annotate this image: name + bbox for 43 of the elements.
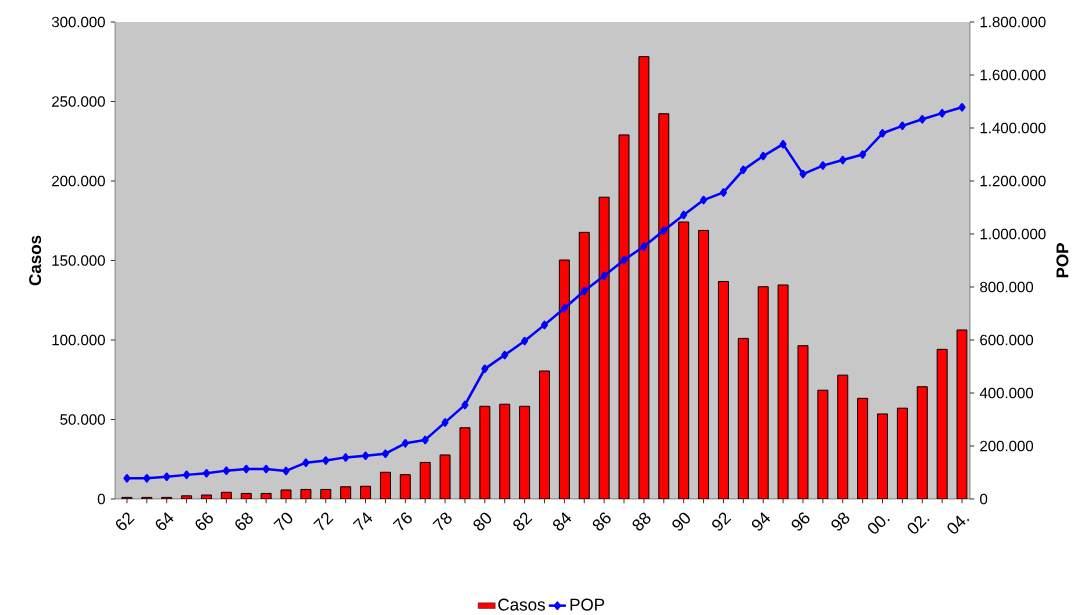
x-tick-label: 94	[751, 512, 771, 531]
x-tick-label: 88	[632, 512, 651, 531]
x-tick-label: 68	[235, 512, 253, 531]
x-tick-label: 74	[352, 512, 373, 531]
y2-tick-label: 0	[980, 493, 988, 505]
x-tick-label: 02.	[907, 515, 930, 534]
x-tick-label: 72	[313, 512, 334, 531]
y-axis-title: Casos	[29, 235, 42, 286]
y2-tick-label: 1.000.000	[980, 228, 1046, 240]
x-tick-label: 00.	[867, 516, 890, 534]
x-tick-label: 90	[672, 512, 690, 531]
x-tick-label: 84	[553, 512, 572, 531]
y-tick-label: 50.000	[60, 414, 105, 425]
legend-label: Casos	[498, 598, 545, 611]
y2-tick-label: 1.800.000	[980, 16, 1046, 28]
x-tick-label: 80	[473, 512, 492, 531]
y2-tick-label: 200.000	[980, 440, 1034, 452]
legend-label: POP	[570, 598, 605, 611]
y-tick-label: 300.000	[51, 16, 105, 28]
y-tick-label: 100.000	[52, 334, 105, 346]
x-tick-label: 92	[712, 512, 732, 531]
x-tick-label: 86	[592, 512, 611, 531]
y2-tick-label: 1.400.000	[980, 122, 1046, 134]
x-tick-label: 04.	[947, 515, 970, 534]
y2-tick-label: 400.000	[979, 387, 1034, 399]
x-tick-label: 66	[195, 512, 213, 531]
x-tick-label: 76	[392, 512, 412, 531]
x-tick-label: 82	[513, 512, 533, 531]
y-tick-label: 200.000	[52, 175, 105, 187]
y2-tick-label: 1.600.000	[980, 69, 1046, 81]
y-tick-label: 150.000	[52, 255, 105, 266]
x-tick-label: 70	[273, 512, 293, 531]
y-tick-label: 250.000	[52, 96, 105, 107]
y2-tick-label: 600.000	[980, 334, 1034, 346]
y-tick-label: 0	[97, 493, 105, 505]
x-tick-label: 62	[116, 512, 135, 531]
y2-axis-title: POP	[1056, 243, 1069, 278]
x-tick-label: 78	[432, 512, 452, 531]
y2-tick-label: 1.200.000	[980, 175, 1046, 187]
x-tick-label: 64	[155, 512, 174, 531]
x-tick-label: 96	[791, 512, 810, 531]
x-tick-label: 98	[831, 512, 850, 531]
y2-tick-label: 800.000	[980, 281, 1034, 293]
